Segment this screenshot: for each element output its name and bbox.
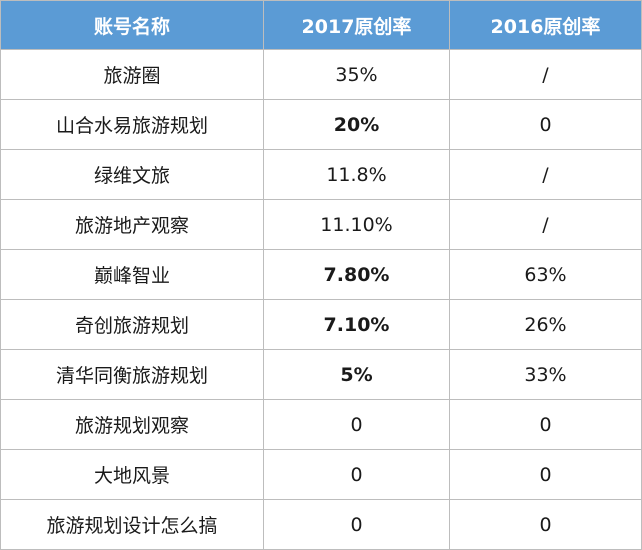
rate-2017-cell: 0 — [263, 399, 450, 450]
account-name-cell: 旅游规划观察 — [0, 399, 264, 450]
table-row: 奇创旅游规划 7.10% 26% — [0, 299, 642, 350]
rate-2016-cell: / — [449, 199, 642, 250]
rate-2016-cell: 0 — [449, 449, 642, 500]
account-name-cell: 绿维文旅 — [0, 149, 264, 200]
rate-2017-cell-highlight-red: 20% — [263, 99, 450, 150]
column-header-account-name: 账号名称 — [0, 0, 264, 50]
account-name-cell: 旅游规划设计怎么搞 — [0, 499, 264, 550]
table-row: 旅游圈 35% / — [0, 49, 642, 100]
rate-2016-cell: 63% — [449, 249, 642, 300]
table-row: 清华同衡旅游规划 5% 33% — [0, 349, 642, 400]
account-name-cell: 清华同衡旅游规划 — [0, 349, 264, 400]
table-row: 山合水易旅游规划 20% 0 — [0, 99, 642, 150]
rate-2017-cell-highlight-green: 7.10% — [263, 299, 450, 350]
table-row: 巅峰智业 7.80% 63% — [0, 249, 642, 300]
rate-2016-cell: / — [449, 149, 642, 200]
account-name-cell: 奇创旅游规划 — [0, 299, 264, 350]
account-name-cell: 山合水易旅游规划 — [0, 99, 264, 150]
rate-2016-cell: 33% — [449, 349, 642, 400]
table-row: 绿维文旅 11.8% / — [0, 149, 642, 200]
account-name-cell: 大地风景 — [0, 449, 264, 500]
rate-2017-cell: 0 — [263, 499, 450, 550]
rate-2016-cell: 26% — [449, 299, 642, 350]
account-name-cell: 巅峰智业 — [0, 249, 264, 300]
account-name-cell: 旅游地产观察 — [0, 199, 264, 250]
rate-2017-cell-highlight-green: 5% — [263, 349, 450, 400]
rate-2016-cell: / — [449, 49, 642, 100]
rate-2017-cell: 0 — [263, 449, 450, 500]
column-header-2017-rate: 2017原创率 — [263, 0, 450, 50]
table-row: 大地风景 0 0 — [0, 449, 642, 500]
rate-2017-cell: 11.8% — [263, 149, 450, 200]
rate-2016-cell: 0 — [449, 99, 642, 150]
rate-2017-cell: 11.10% — [263, 199, 450, 250]
rate-2016-cell: 0 — [449, 399, 642, 450]
account-name-cell: 旅游圈 — [0, 49, 264, 100]
column-header-2016-rate: 2016原创率 — [449, 0, 642, 50]
table-row: 旅游地产观察 11.10% / — [0, 199, 642, 250]
rate-2017-cell-highlight-green: 7.80% — [263, 249, 450, 300]
table-row: 旅游规划观察 0 0 — [0, 399, 642, 450]
table-header-row: 账号名称 2017原创率 2016原创率 — [0, 0, 642, 50]
rate-2016-cell: 0 — [449, 499, 642, 550]
table-row: 旅游规划设计怎么搞 0 0 — [0, 499, 642, 550]
rate-2017-cell: 35% — [263, 49, 450, 100]
